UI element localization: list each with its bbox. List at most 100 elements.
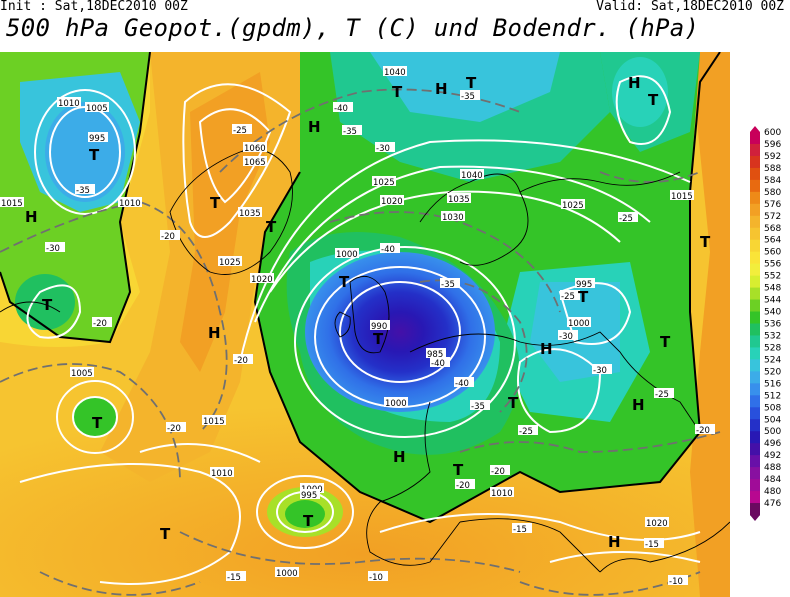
color-scale-label: 552 (764, 272, 781, 282)
color-scale-swatches (750, 126, 760, 521)
greenland-core (45, 102, 125, 202)
pressure-label: 1035 (448, 195, 470, 205)
temperature-label: -20 (167, 424, 181, 434)
pressure-center-low: T (339, 273, 350, 291)
pressure-label: 1010 (119, 199, 141, 209)
pressure-label: 1000 (568, 319, 590, 329)
pressure-label: 1035 (239, 209, 261, 219)
temperature-label: -35 (441, 280, 455, 290)
greenland-boundary (0, 52, 151, 344)
temperature-label: -20 (161, 232, 175, 242)
temperature-label: -40 (455, 379, 469, 389)
temperature-label: -35 (461, 92, 475, 102)
color-scale-label: 596 (764, 140, 781, 150)
valid-time: Valid: Sat,18DEC2010 00Z (596, 0, 784, 14)
color-scale-label: 532 (764, 331, 781, 341)
map-title: 500 hPa Geopot.(gpdm), T (C) und Bodendr… (6, 14, 700, 42)
color-scale-label: 536 (764, 320, 781, 330)
color-scale-label: 516 (764, 379, 781, 389)
pressure-center-high: H (308, 118, 321, 136)
pressure-center-low: T (660, 333, 671, 351)
color-scale-label: 592 (764, 152, 781, 162)
pressure-center-low: T (648, 91, 659, 109)
temperature-label: -15 (227, 573, 241, 583)
color-scale-label: 588 (764, 164, 781, 174)
temperature-label: -20 (491, 467, 505, 477)
color-swatch (750, 407, 760, 420)
color-swatch (750, 383, 760, 396)
color-swatch (750, 359, 760, 372)
color-swatch (750, 503, 760, 516)
pressure-label: 995 (89, 134, 105, 144)
pressure-center-low: T (92, 414, 103, 432)
color-scale-label: 568 (764, 224, 781, 234)
pressure-label: 1025 (373, 178, 395, 188)
pressure-label: 1060 (244, 144, 266, 154)
north-blue (370, 52, 560, 122)
temperature-label: -25 (655, 390, 669, 400)
color-swatch (750, 491, 760, 504)
temperature-label: -30 (46, 244, 60, 254)
color-swatch (750, 263, 760, 277)
pressure-center-high: H (632, 396, 645, 414)
low-core (305, 252, 495, 412)
color-swatch (750, 143, 760, 157)
pressure-label: 1005 (86, 104, 108, 114)
pressure-label: 1025 (562, 201, 584, 211)
pressure-center-low: T (508, 394, 519, 412)
pressure-label: 1005 (71, 369, 93, 379)
temperature-label: -40 (431, 359, 445, 369)
pressure-label: 1015 (671, 192, 693, 202)
pressure-center-high: H (608, 533, 621, 551)
isobars (19, 75, 701, 585)
color-swatch (750, 215, 760, 229)
color-swatch (750, 323, 760, 336)
pressure-label: 995 (576, 280, 592, 290)
color-swatch (750, 395, 760, 408)
temperature-label: -10 (669, 577, 683, 587)
temperature-label: -15 (513, 525, 527, 535)
header: Init : Sat,18DEC2010 00Z Valid: Sat,18DE… (0, 0, 790, 54)
pressure-center-high: H (628, 74, 641, 92)
temperature-label: -20 (456, 481, 470, 491)
pressure-center-low: T (303, 512, 314, 530)
pressure-label: 1020 (251, 275, 273, 285)
pressure-label: 1000 (276, 569, 298, 579)
pressure-label: 1040 (461, 171, 483, 181)
color-scale-label: 528 (764, 343, 781, 353)
color-swatch (750, 155, 760, 169)
color-scale-label: 572 (764, 212, 781, 222)
temperature-label-group: -35 -30 -20 -20 -25 -40 -35 -30 -35 -40 … (45, 90, 715, 587)
pressure-label: 1010 (58, 99, 80, 109)
color-swatch (750, 443, 760, 456)
pressure-label: 1010 (491, 489, 513, 499)
temperature-label: -30 (376, 144, 390, 154)
pressure-center-high: H (393, 448, 406, 466)
color-scale-label: 584 (764, 176, 781, 186)
pressure-label: 995 (301, 491, 317, 501)
pressure-center-high: H (208, 324, 221, 342)
color-scale-label: 512 (764, 391, 781, 401)
init-time: Init : Sat,18DEC2010 00Z (0, 0, 188, 14)
pressure-center-low: T (392, 83, 403, 101)
color-scale-label: 560 (764, 248, 781, 258)
pressure-center-low: T (89, 146, 100, 164)
color-swatch (750, 371, 760, 384)
temperature-label: -30 (559, 332, 573, 342)
color-swatch (750, 431, 760, 444)
temperature-label: -25 (619, 214, 633, 224)
pressure-label: 1020 (646, 519, 668, 529)
pressure-label: 1000 (336, 250, 358, 260)
pressure-label: 1020 (381, 197, 403, 207)
pressure-center-low: T (373, 330, 384, 348)
color-scale-label: 544 (764, 296, 781, 306)
color-scale-label: 496 (764, 439, 781, 449)
pressure-label-group: 1010 1005 995 1010 1040 1060 1065 1035 1… (0, 66, 694, 579)
color-scale-label: 600 (764, 128, 781, 138)
pressure-center-high: H (25, 208, 38, 226)
color-scale-label: 480 (764, 487, 781, 497)
temperature-label: -20 (696, 426, 710, 436)
color-scale-labels: 600 596 592 588 584 580 576 572 568 564 560 556 552 5… (764, 128, 781, 509)
color-swatch (750, 335, 760, 348)
temperature-label: -35 (76, 186, 90, 196)
